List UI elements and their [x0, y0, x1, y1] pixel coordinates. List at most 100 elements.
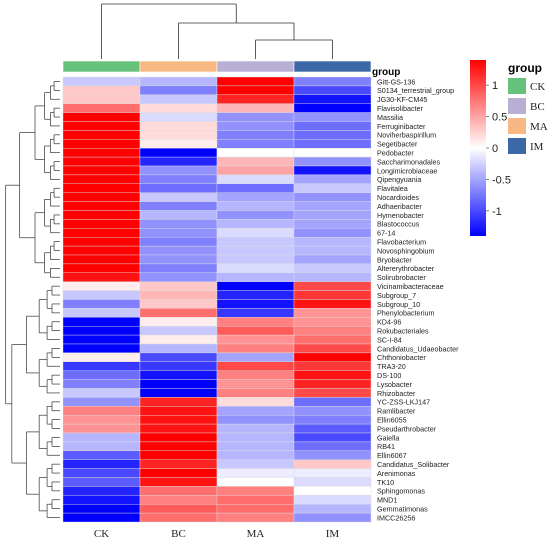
- heatmap-cell: [139, 334, 218, 345]
- row-label: Sphingomonas: [377, 487, 425, 496]
- row-label: Phenylobacterium: [377, 309, 435, 318]
- heatmap-cell: [62, 201, 141, 211]
- heatmap-cell: [62, 112, 141, 122]
- heatmap-cell: [293, 352, 372, 362]
- heatmap-cell: [293, 201, 372, 211]
- heatmap-cell: [293, 130, 372, 140]
- heatmap-cell: [139, 432, 218, 443]
- heatmap-cell: [216, 85, 295, 96]
- heatmap-cell: [293, 468, 372, 478]
- heatmap-cell: [293, 183, 372, 193]
- heatmap-cell: [139, 495, 218, 505]
- column-label: BC: [171, 528, 186, 540]
- row-label: Ramlibacter: [377, 407, 416, 416]
- heatmap-cell: [139, 450, 218, 460]
- heatmap-cell: [216, 415, 295, 425]
- heatmap-cell: [139, 423, 218, 434]
- heatmap-cell: [293, 326, 372, 336]
- heatmap-cell: [62, 477, 141, 487]
- heatmap-cell: [62, 495, 141, 505]
- heatmap-cell: [293, 245, 372, 256]
- heatmap-cell: [293, 317, 372, 327]
- heatmap-cell: [216, 263, 295, 273]
- row-label: Gitt-GS-136: [377, 77, 415, 86]
- heatmap-cell: [216, 406, 295, 416]
- row-label: KD4-96: [377, 318, 401, 327]
- row-label: S0134_terrestrial_group: [377, 86, 454, 95]
- heatmap-cell: [216, 290, 295, 300]
- heatmap-cell: [293, 423, 372, 434]
- heatmap-cell: [139, 379, 218, 389]
- heatmap-cell: [62, 192, 141, 202]
- legend-swatch: [508, 118, 526, 134]
- heatmap-cell: [62, 263, 141, 273]
- heatmap-cell: [139, 201, 218, 211]
- heatmap-cell: [293, 121, 372, 131]
- heatmap-cell: [62, 504, 141, 514]
- row-label: Arenimonas: [377, 469, 416, 478]
- heatmap-cell: [62, 156, 141, 167]
- heatmap-cell: [62, 94, 141, 104]
- row-label: Ferruginibacter: [377, 122, 426, 131]
- heatmap-cell: [216, 468, 295, 478]
- heatmap-cell: [139, 174, 218, 184]
- heatmap-cell: [62, 343, 141, 354]
- heatmap-cell: [293, 459, 372, 469]
- heatmap-cell: [62, 85, 141, 96]
- heatmap-cell: [62, 290, 141, 300]
- row-label: Candidatus_Solibacter: [377, 460, 450, 469]
- row-label: Rokubacteriales: [377, 326, 429, 335]
- legend-label: BC: [530, 101, 545, 113]
- heatmap-cell: [293, 308, 372, 318]
- heatmap-cell: [293, 432, 372, 443]
- heatmap-cell: [216, 272, 295, 282]
- heatmap-cell: [216, 423, 295, 434]
- row-label: Flavobacterium: [377, 237, 426, 246]
- row-label: Qipengyuania: [377, 175, 421, 184]
- heatmap-cell: [62, 361, 141, 371]
- row-label: Gemmatimonas: [377, 504, 428, 513]
- row-label: Vicinamibacteraceae: [377, 282, 444, 291]
- row-label: SC-I-84: [377, 335, 402, 344]
- legend-swatch: [508, 138, 526, 154]
- colorbar: 1 0.5 0 -0.5 -1: [470, 60, 511, 236]
- heatmap-cell: [139, 326, 218, 336]
- group-bar-cell: [216, 60, 295, 73]
- group-header-label: group: [372, 67, 400, 78]
- heatmap-cell: [293, 165, 372, 176]
- row-label: TRA3-20: [377, 362, 406, 371]
- heatmap-cell: [62, 165, 141, 176]
- heatmap-cell: [216, 147, 295, 158]
- legend-label: IM: [530, 141, 544, 153]
- heatmap-cell: [216, 370, 295, 380]
- row-label: Rhizobacter: [377, 389, 416, 398]
- heatmap-cell: [216, 245, 295, 256]
- heatmap-cell: [139, 308, 218, 318]
- heatmap-cell: [139, 147, 218, 158]
- heatmap-cell: [62, 299, 141, 309]
- row-label: 67-14: [377, 229, 395, 238]
- heatmap-cell: [62, 121, 141, 131]
- heatmap-cell: [139, 343, 218, 354]
- heatmap-cell: [139, 406, 218, 416]
- heatmap-cell: [62, 334, 141, 345]
- heatmap-cell: [216, 299, 295, 309]
- heatmap-cell: [293, 495, 372, 505]
- heatmap-cell: [139, 415, 218, 425]
- legend-title: group: [508, 61, 542, 75]
- row-label: TK10: [377, 478, 394, 487]
- heatmap-cell: [62, 174, 141, 184]
- heatmap-cell: [293, 147, 372, 158]
- heatmap-cell: [293, 334, 372, 345]
- heatmap-cell: [293, 94, 372, 104]
- heatmap-cell: [62, 450, 141, 460]
- row-label: Blastococcus: [377, 220, 420, 229]
- heatmap-cell: [139, 388, 218, 398]
- heatmap-cell: [62, 281, 141, 291]
- heatmap-cell: [62, 486, 141, 496]
- heatmap-cell: [293, 388, 372, 398]
- heatmap-cell: [62, 210, 141, 220]
- row-label: IMCC26256: [377, 513, 415, 522]
- heatmap-cell: [216, 388, 295, 398]
- heatmap-cell: [139, 156, 218, 167]
